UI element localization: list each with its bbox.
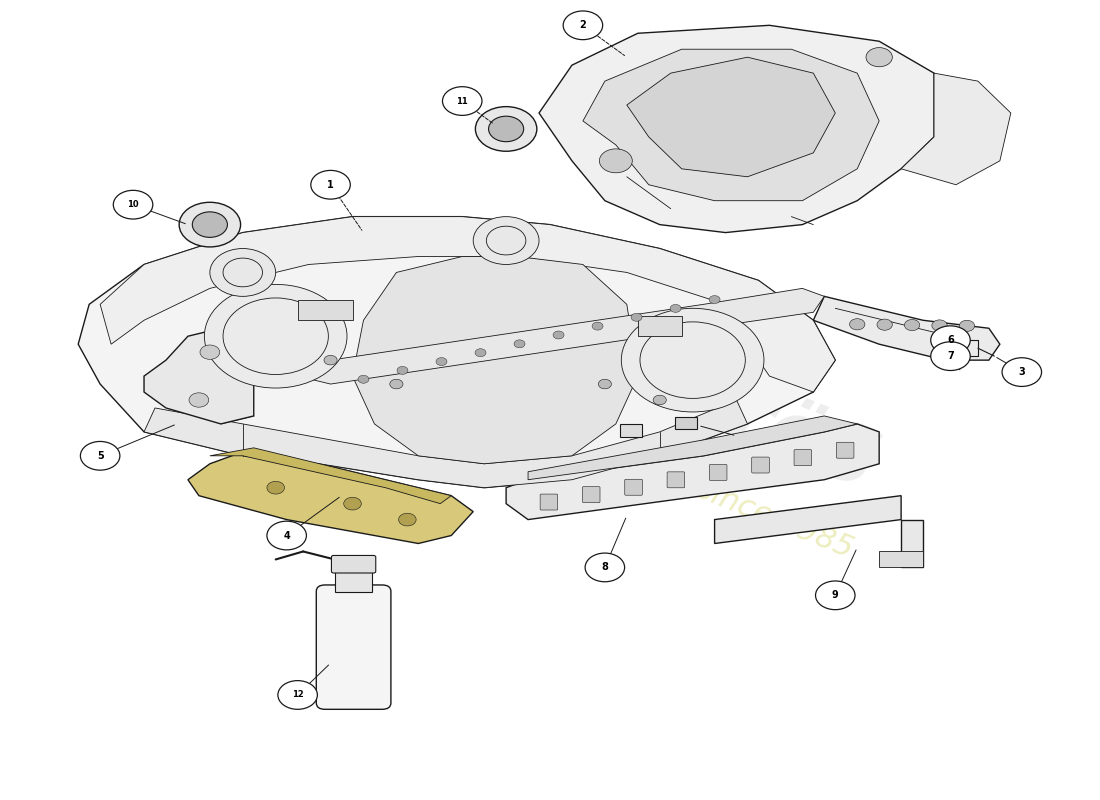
Polygon shape — [879, 551, 923, 567]
FancyBboxPatch shape — [625, 479, 642, 495]
Circle shape — [488, 116, 524, 142]
Circle shape — [311, 170, 350, 199]
Polygon shape — [627, 57, 835, 177]
FancyBboxPatch shape — [317, 585, 390, 710]
Polygon shape — [901, 519, 923, 567]
Text: 5: 5 — [97, 451, 103, 461]
Circle shape — [514, 340, 525, 348]
Circle shape — [436, 358, 447, 366]
Circle shape — [267, 521, 307, 550]
Circle shape — [397, 366, 408, 374]
Polygon shape — [144, 400, 748, 488]
Circle shape — [931, 326, 970, 354]
Circle shape — [866, 48, 892, 66]
Text: 8: 8 — [602, 562, 608, 573]
Polygon shape — [539, 26, 934, 233]
Text: 3: 3 — [1019, 367, 1025, 377]
Circle shape — [210, 249, 276, 296]
Polygon shape — [78, 217, 835, 488]
Polygon shape — [188, 448, 473, 543]
Text: 6: 6 — [947, 335, 954, 346]
FancyBboxPatch shape — [582, 486, 600, 502]
Circle shape — [563, 11, 603, 40]
Text: 1: 1 — [327, 180, 334, 190]
Circle shape — [877, 319, 892, 330]
Text: 12: 12 — [292, 690, 304, 699]
Circle shape — [358, 375, 368, 383]
Text: a passion for parts since 1985: a passion for parts since 1985 — [419, 364, 857, 563]
Text: 4: 4 — [284, 530, 290, 541]
FancyBboxPatch shape — [836, 442, 854, 458]
Circle shape — [932, 320, 947, 331]
FancyBboxPatch shape — [675, 417, 697, 429]
Circle shape — [189, 393, 209, 407]
Circle shape — [192, 212, 228, 238]
Polygon shape — [583, 50, 879, 201]
Circle shape — [389, 379, 403, 389]
Circle shape — [442, 86, 482, 115]
Circle shape — [904, 319, 920, 330]
Circle shape — [475, 106, 537, 151]
Text: 9: 9 — [832, 590, 838, 600]
Polygon shape — [813, 296, 1000, 360]
Text: 7: 7 — [947, 351, 954, 361]
Circle shape — [1002, 358, 1042, 386]
FancyBboxPatch shape — [298, 300, 352, 320]
FancyBboxPatch shape — [638, 316, 682, 336]
Circle shape — [600, 149, 632, 173]
Circle shape — [200, 345, 220, 359]
Polygon shape — [528, 416, 857, 480]
Circle shape — [631, 314, 642, 322]
Text: 2: 2 — [580, 20, 586, 30]
Circle shape — [80, 442, 120, 470]
Circle shape — [598, 379, 612, 389]
Circle shape — [670, 305, 681, 312]
Circle shape — [931, 342, 970, 370]
Polygon shape — [100, 217, 835, 392]
Polygon shape — [210, 448, 451, 504]
FancyBboxPatch shape — [620, 424, 642, 437]
Circle shape — [475, 349, 486, 357]
Circle shape — [179, 202, 241, 247]
Circle shape — [621, 308, 764, 412]
Circle shape — [653, 395, 667, 405]
FancyBboxPatch shape — [667, 472, 684, 488]
Circle shape — [205, 285, 346, 388]
FancyBboxPatch shape — [540, 494, 558, 510]
Circle shape — [113, 190, 153, 219]
Circle shape — [710, 295, 720, 303]
Polygon shape — [715, 496, 901, 543]
Polygon shape — [298, 288, 824, 384]
Circle shape — [585, 553, 625, 582]
Circle shape — [553, 331, 564, 339]
Circle shape — [278, 681, 318, 710]
Circle shape — [849, 318, 865, 330]
Polygon shape — [352, 257, 638, 464]
Circle shape — [324, 355, 337, 365]
Text: 10: 10 — [128, 200, 139, 209]
Circle shape — [592, 322, 603, 330]
Circle shape — [343, 498, 361, 510]
Polygon shape — [144, 328, 254, 424]
FancyBboxPatch shape — [751, 457, 769, 473]
Circle shape — [815, 581, 855, 610]
Circle shape — [398, 514, 416, 526]
Polygon shape — [506, 424, 879, 519]
FancyBboxPatch shape — [331, 555, 376, 573]
Circle shape — [267, 482, 285, 494]
Circle shape — [959, 320, 975, 331]
Text: eurocarëS: eurocarëS — [431, 262, 888, 506]
FancyBboxPatch shape — [336, 570, 372, 592]
FancyBboxPatch shape — [794, 450, 812, 466]
FancyBboxPatch shape — [710, 465, 727, 481]
Circle shape — [473, 217, 539, 265]
Polygon shape — [901, 73, 1011, 185]
Text: 11: 11 — [456, 97, 469, 106]
